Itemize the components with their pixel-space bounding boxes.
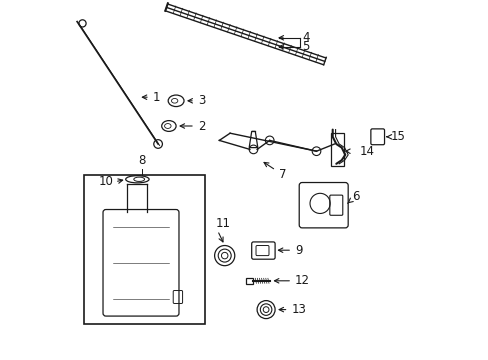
Text: 12: 12 [274, 274, 309, 287]
Text: 11: 11 [215, 217, 230, 230]
Text: 4: 4 [302, 31, 309, 44]
Text: 8: 8 [138, 154, 145, 167]
Text: 15: 15 [386, 130, 405, 143]
Text: 10: 10 [98, 175, 113, 188]
Text: 9: 9 [278, 244, 302, 257]
Text: 14: 14 [359, 145, 374, 158]
Text: 2: 2 [180, 120, 205, 132]
Text: 13: 13 [279, 303, 305, 316]
Bar [246, 278, 252, 284]
Text: 1: 1 [142, 91, 160, 104]
Text: 3: 3 [188, 94, 204, 107]
Text: 5: 5 [302, 40, 309, 53]
Bar [84, 175, 204, 324]
Text: 7: 7 [264, 162, 285, 181]
Text: 6: 6 [347, 190, 359, 203]
